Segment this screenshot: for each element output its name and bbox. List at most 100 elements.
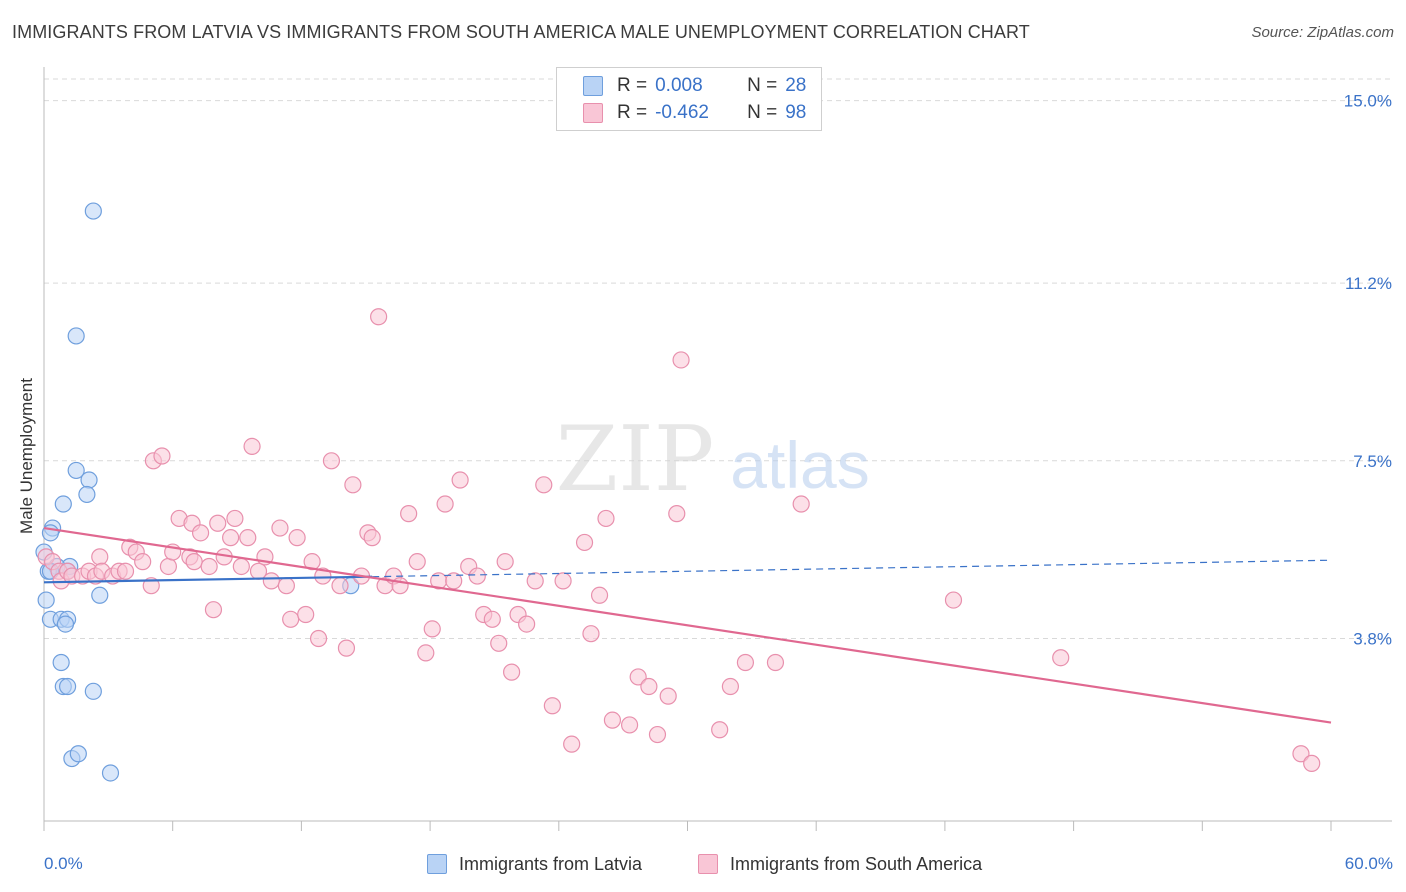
data-point [91,586,109,604]
data-point [56,615,75,633]
data-point [277,577,295,595]
data-point [503,663,521,681]
n-label: N = [747,102,778,123]
legend-row-south-america: R = -0.462 N = 98 [583,101,806,125]
legend-swatch-south-america [698,854,718,874]
correlation-legend: R = 0.008 N = 28 R = -0.462 N = 98 [556,67,822,131]
data-point [58,677,77,696]
legend-label-south-america: Immigrants from South America [730,853,983,874]
trend-line-latvia-extension [372,559,1332,578]
data-point [944,591,963,609]
data-point [314,567,332,585]
data-point [226,509,244,528]
data-point [337,639,356,657]
data-point [554,572,572,590]
x-tick-label: 0.0% [44,854,83,873]
data-point [363,529,381,547]
data-point [239,529,257,547]
watermark-zip: ZIP [556,407,715,512]
source-label: Source: ZipAtlas.com [1251,24,1394,41]
r-value: 0.008 [655,75,703,96]
data-point [309,629,328,648]
data-point [1052,649,1070,667]
data-point [84,202,102,220]
legend-swatch-latvia [583,76,603,96]
data-point [496,553,514,571]
data-point [209,514,227,532]
r-value: -0.462 [655,102,709,123]
data-point [69,745,87,763]
data-point [629,668,647,686]
legend-item-south-america: Immigrants from South America [698,852,982,876]
tick-labels: 3.8% 7.5% 11.2% 15.0% 0.0% 60.0% [44,92,1393,873]
data-point [436,495,454,513]
series-latvia [35,202,360,782]
data-point [518,615,536,633]
data-point [1292,745,1310,763]
data-point [659,687,677,705]
y-tick-label: 15.0% [1344,92,1392,111]
data-point [185,553,203,571]
data-point [490,634,508,652]
watermark-atlas: atlas [730,428,869,502]
data-point [597,509,615,528]
n-value: 98 [785,102,807,123]
data-point [67,461,85,480]
data-point [603,711,622,729]
data-point [204,601,223,619]
data-point [1303,754,1321,772]
data-point [526,572,544,590]
data-point [563,735,581,753]
data-point [640,677,658,696]
data-point [159,557,178,576]
data-point [84,682,102,700]
data-point [370,308,388,326]
data-point [792,495,810,513]
data-point [543,697,561,715]
legend-swatch-south-america [583,103,603,123]
data-point [191,524,210,542]
chart-title: IMMIGRANTS FROM LATVIA VS IMMIGRANTS FRO… [12,22,1030,42]
y-tick-label: 7.5% [1353,452,1392,471]
data-point [91,548,109,566]
data-point [153,447,171,465]
n-value: 28 [785,75,807,96]
data-point [222,529,240,547]
data-point [37,591,55,609]
series-south-america [37,308,1321,772]
data-point [134,553,152,571]
data-point [582,625,600,643]
data-point [672,351,690,369]
data-point [52,653,70,672]
data-point [67,327,85,345]
r-label: R = [617,102,648,123]
data-point [668,505,686,523]
legend-item-latvia: Immigrants from Latvia [427,852,642,876]
trend-line-latvia [43,575,373,584]
data-point [322,452,341,470]
data-point [282,610,300,628]
legend-row-latvia: R = 0.008 N = 28 [583,74,806,98]
data-point [200,557,218,576]
data-point [297,605,315,624]
data-point [721,677,740,696]
data-point [54,495,72,513]
data-point [620,716,639,734]
trend-line-south-america [43,526,1332,724]
data-point [483,610,501,628]
legend-label-latvia: Immigrants from Latvia [459,853,643,874]
y-tick-label: 11.2% [1345,274,1392,293]
data-point [80,471,98,489]
data-point [535,476,553,494]
data-point [468,567,486,585]
data-point [451,471,469,489]
watermark: ZIP atlas [556,407,870,512]
data-point [142,577,160,595]
data-point [232,557,250,576]
y-axis-label: Male Unemployment [17,378,36,534]
data-point [766,653,785,672]
y-tick-label: 3.8% [1353,630,1392,649]
data-point [243,437,261,456]
data-point [400,505,418,523]
